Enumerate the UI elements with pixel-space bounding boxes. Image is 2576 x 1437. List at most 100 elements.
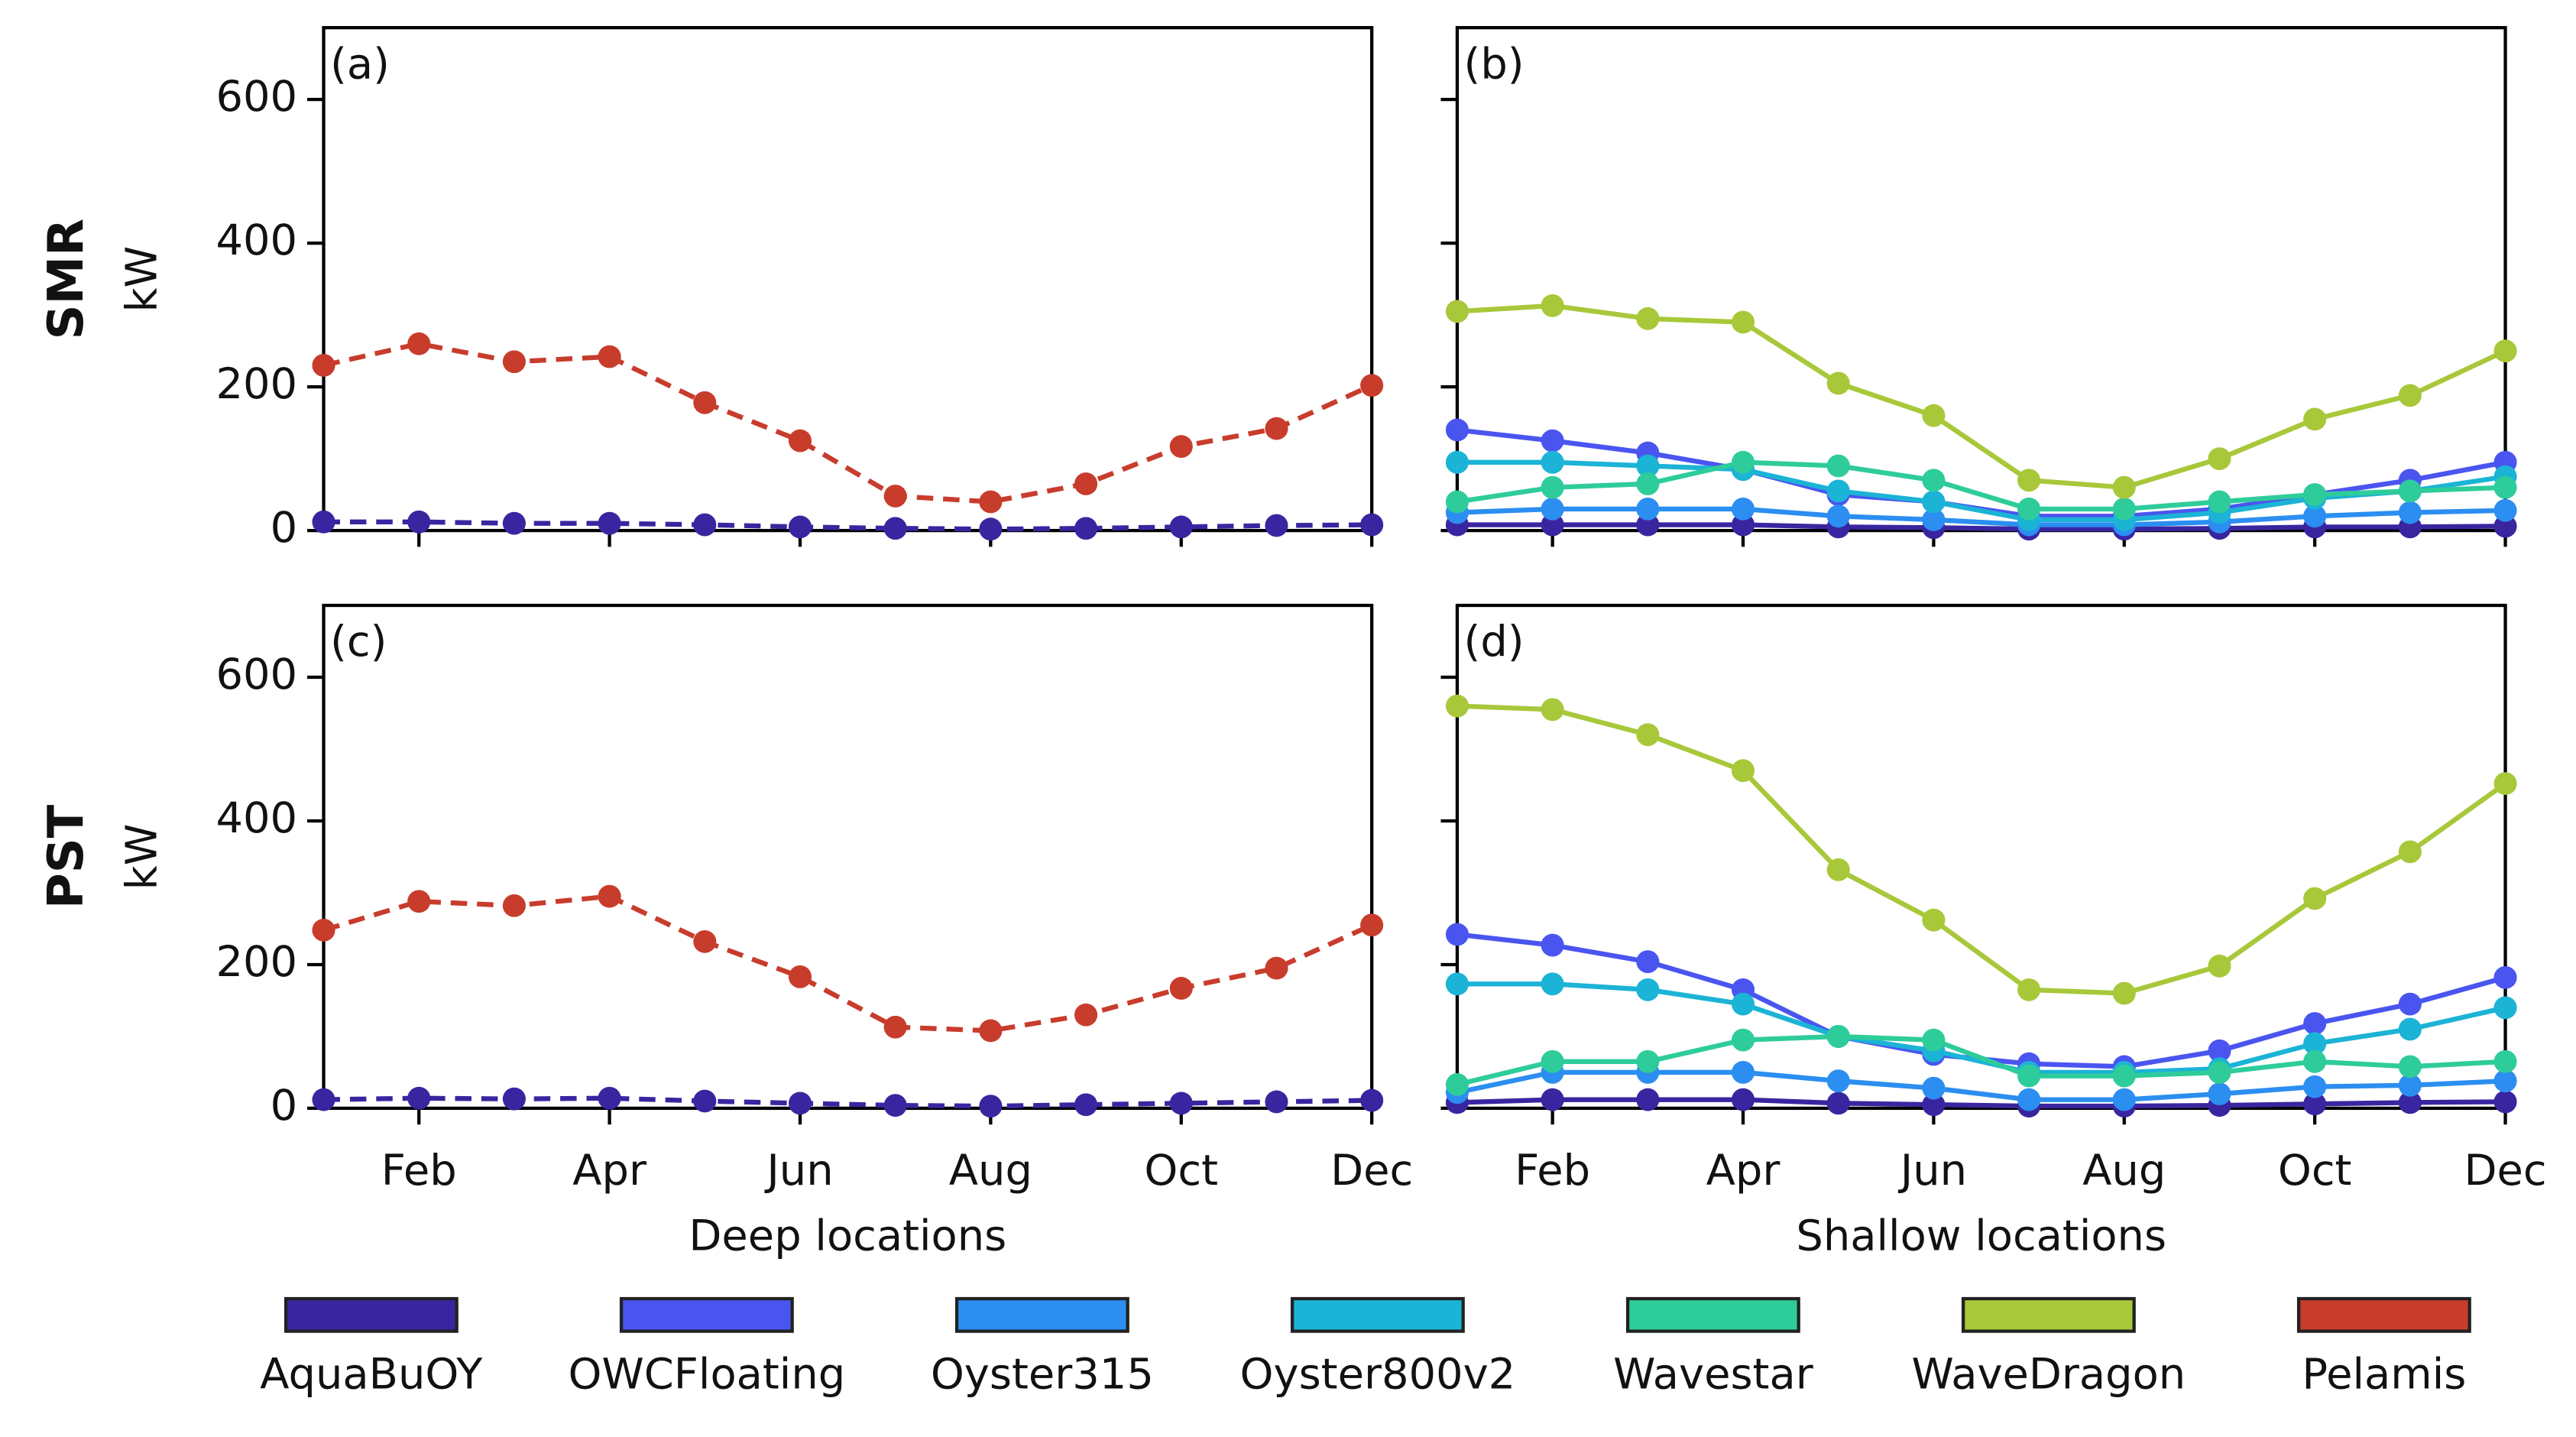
data-point xyxy=(1922,908,1946,932)
data-point xyxy=(598,345,621,368)
x-tick-label: Aug xyxy=(949,1146,1032,1195)
data-point xyxy=(1636,950,1660,974)
data-point xyxy=(1360,513,1384,537)
data-point xyxy=(2112,475,2136,499)
data-point xyxy=(2398,1017,2422,1041)
data-point xyxy=(1445,490,1469,514)
x-tick-label: Apr xyxy=(572,1146,646,1195)
series-line xyxy=(1456,1033,2506,1088)
data-point xyxy=(693,391,717,414)
legend-swatch xyxy=(284,1296,458,1333)
data-point xyxy=(1445,300,1469,323)
data-point xyxy=(1541,497,1564,521)
data-point xyxy=(312,354,335,377)
data-point xyxy=(2303,1032,2327,1056)
data-point xyxy=(1541,972,1564,996)
data-point xyxy=(598,884,621,908)
data-point xyxy=(1922,1028,1946,1052)
x-tick-label: Oct xyxy=(1144,1146,1218,1195)
series-line xyxy=(323,519,1372,532)
data-point xyxy=(1074,472,1098,495)
data-point xyxy=(1541,513,1564,537)
data-point xyxy=(502,1087,526,1111)
data-point xyxy=(2303,483,2327,506)
data-point xyxy=(2493,965,2517,989)
data-point xyxy=(1826,858,1850,881)
data-point xyxy=(1636,723,1660,747)
data-point xyxy=(2303,504,2327,528)
y-tick-label: 200 xyxy=(215,359,297,409)
data-point xyxy=(2017,978,2041,1001)
plot-frame xyxy=(322,603,1374,1111)
data-point xyxy=(979,1019,1003,1043)
data-point xyxy=(788,1092,812,1115)
legend-swatch xyxy=(954,1296,1129,1333)
data-point xyxy=(1445,694,1469,718)
data-point xyxy=(788,965,812,988)
data-point xyxy=(1445,418,1469,442)
data-point xyxy=(2112,1064,2136,1088)
data-point xyxy=(2493,1090,2517,1114)
data-point xyxy=(979,1095,1003,1118)
y-tick-label: 0 xyxy=(271,1081,298,1130)
data-point xyxy=(2303,887,2327,910)
data-point xyxy=(2208,490,2231,514)
series-line xyxy=(1456,981,2506,1075)
y-tick-label: 400 xyxy=(215,793,297,843)
data-point xyxy=(2493,772,2517,796)
data-point xyxy=(2398,1091,2422,1114)
y-tick-label: 400 xyxy=(215,216,297,265)
data-point xyxy=(2303,407,2327,431)
data-point xyxy=(1731,513,1755,537)
legend-label: WaveDragon xyxy=(1912,1350,2186,1400)
data-point xyxy=(2398,992,2422,1016)
plot-frame xyxy=(1455,603,2507,1111)
series-line xyxy=(1456,459,2506,523)
data-point xyxy=(788,515,812,539)
data-point xyxy=(1636,497,1660,521)
data-point xyxy=(2208,1082,2231,1106)
data-point xyxy=(2493,996,2517,1020)
x-tick-label: Jun xyxy=(1898,1146,1967,1195)
x-tick-label: Apr xyxy=(1706,1146,1781,1195)
data-point xyxy=(1636,1088,1660,1111)
x-tick-label: Feb xyxy=(1515,1146,1590,1195)
data-point xyxy=(2398,384,2422,407)
panel-label: (b) xyxy=(1464,40,1525,89)
data-point xyxy=(1541,475,1564,499)
x-tick-label: Aug xyxy=(2082,1146,2166,1195)
series-line xyxy=(322,341,1373,504)
data-point xyxy=(2208,1039,2231,1062)
x-axis-label: Deep locations xyxy=(689,1212,1006,1261)
x-tick-label: Feb xyxy=(381,1146,457,1195)
data-point xyxy=(1541,429,1564,453)
legend-swatch xyxy=(2296,1296,2471,1333)
x-tick-label: Jun xyxy=(764,1146,833,1195)
legend-label: AquaBuOY xyxy=(260,1350,483,1400)
data-point xyxy=(1636,978,1660,1001)
data-point xyxy=(693,929,717,953)
data-point xyxy=(2493,339,2517,363)
legend-swatch xyxy=(1961,1296,2136,1333)
data-point xyxy=(1541,294,1564,317)
x-tick-label: Dec xyxy=(2464,1146,2546,1195)
data-point xyxy=(1731,1061,1755,1084)
data-point xyxy=(1169,977,1193,1000)
panel-label: (c) xyxy=(330,617,387,667)
data-point xyxy=(502,894,526,917)
data-point xyxy=(312,918,335,942)
plot-frame xyxy=(1455,26,2507,533)
series-line xyxy=(1456,303,2506,490)
series-line xyxy=(1456,703,2507,996)
data-point xyxy=(2208,447,2231,471)
data-point xyxy=(883,1094,907,1117)
data-point xyxy=(1731,759,1755,783)
data-point xyxy=(407,510,431,534)
row-label: SMR xyxy=(37,219,95,340)
data-point xyxy=(2017,497,2041,521)
legend-swatch xyxy=(619,1296,794,1333)
data-point xyxy=(2493,1049,2517,1073)
data-point xyxy=(1731,992,1755,1016)
data-point xyxy=(1541,933,1564,957)
